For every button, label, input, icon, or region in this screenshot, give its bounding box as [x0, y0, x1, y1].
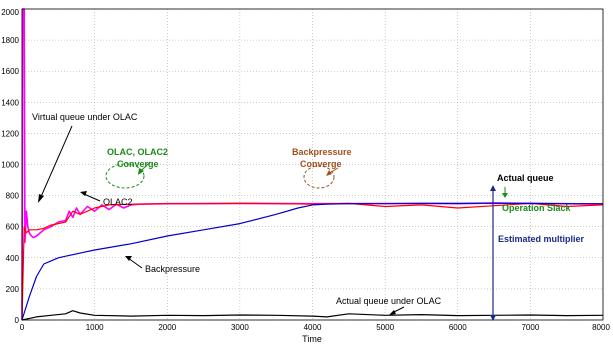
series-line-olac2: [21, 202, 604, 321]
annotation-estimated-multiplier: Estimated multiplier: [498, 234, 585, 244]
arrowhead-olac2: [80, 191, 87, 196]
y-tick-label: 200: [6, 285, 20, 294]
arrowhead-virtual-queue: [38, 194, 44, 203]
annotation-olac-converge-line1: OLAC, OLAC2: [107, 147, 168, 157]
annotation-operation-slack: Operation Slack: [502, 203, 572, 213]
tick-labels: 0 1000 2000 3000 4000 5000 6000 7000 8000 0 200 400…: [1, 8, 610, 332]
x-tick-label: 7000: [521, 323, 539, 332]
olac-converge-circle: [105, 163, 145, 189]
x-tick-label: 2000: [158, 323, 176, 332]
series-group: [21, 8, 604, 321]
y-tick-label: 1800: [1, 36, 19, 45]
y-tick-label: 800: [6, 192, 20, 201]
x-tick-label: 0: [20, 323, 25, 332]
arrowhead-olac-converge: [138, 168, 144, 175]
series-line-backpressure: [21, 202, 603, 321]
x-axis-label: Time: [302, 334, 322, 344]
arrowhead-backpressure: [125, 256, 132, 261]
x-tick-label: 1000: [86, 323, 104, 332]
annotation-olac2: OLAC2: [103, 197, 133, 207]
y-tick-label: 2000: [1, 8, 19, 17]
y-tick-label: 1200: [1, 129, 19, 138]
x-tick-label: 8000: [592, 323, 610, 332]
bp-converge-circle: [303, 165, 335, 189]
y-tick-label: 0: [15, 316, 20, 325]
arrowhead-multiplier-bottom: [490, 315, 496, 321]
arrow-virtual-queue: [39, 125, 73, 200]
arrowhead-multiplier-top: [490, 185, 496, 191]
arrowhead-operation-slack: [502, 193, 508, 198]
y-tick-label: 1600: [1, 67, 19, 76]
y-tick-label: 1000: [1, 161, 19, 170]
x-tick-label: 4000: [304, 323, 322, 332]
annotation-virtual-queue: Virtual queue under OLAC: [32, 112, 138, 122]
x-tick-label: 3000: [231, 323, 249, 332]
y-tick-label: 600: [6, 223, 20, 232]
arrowhead-bp-converge: [326, 170, 332, 176]
arrow-olac2: [83, 193, 101, 202]
x-tick-label: 5000: [376, 323, 394, 332]
annotation-actual-queue: Actual queue: [497, 173, 554, 183]
arrow-backpressure: [127, 257, 143, 269]
plot-frame: [21, 8, 604, 321]
y-tick-label: 1400: [1, 98, 19, 107]
x-tick-label: 6000: [449, 323, 467, 332]
annotation-actual-queue-olac: Actual queue under OLAC: [336, 296, 442, 306]
series-line-actual-queue-under-olac: [21, 310, 604, 321]
annotation-bp-converge-line1: Backpressure: [292, 147, 352, 157]
annotation-olac-converge-line2: Converge: [117, 159, 159, 169]
annotation-backpressure: Backpressure: [145, 264, 200, 274]
annotation-bp-converge-line2: Converge: [300, 159, 342, 169]
y-tick-label: 400: [6, 254, 20, 263]
arrowhead-actual-queue-olac: [389, 310, 396, 315]
annotations: Virtual queue under OLAC OLAC, OLAC2 Con…: [32, 112, 585, 321]
